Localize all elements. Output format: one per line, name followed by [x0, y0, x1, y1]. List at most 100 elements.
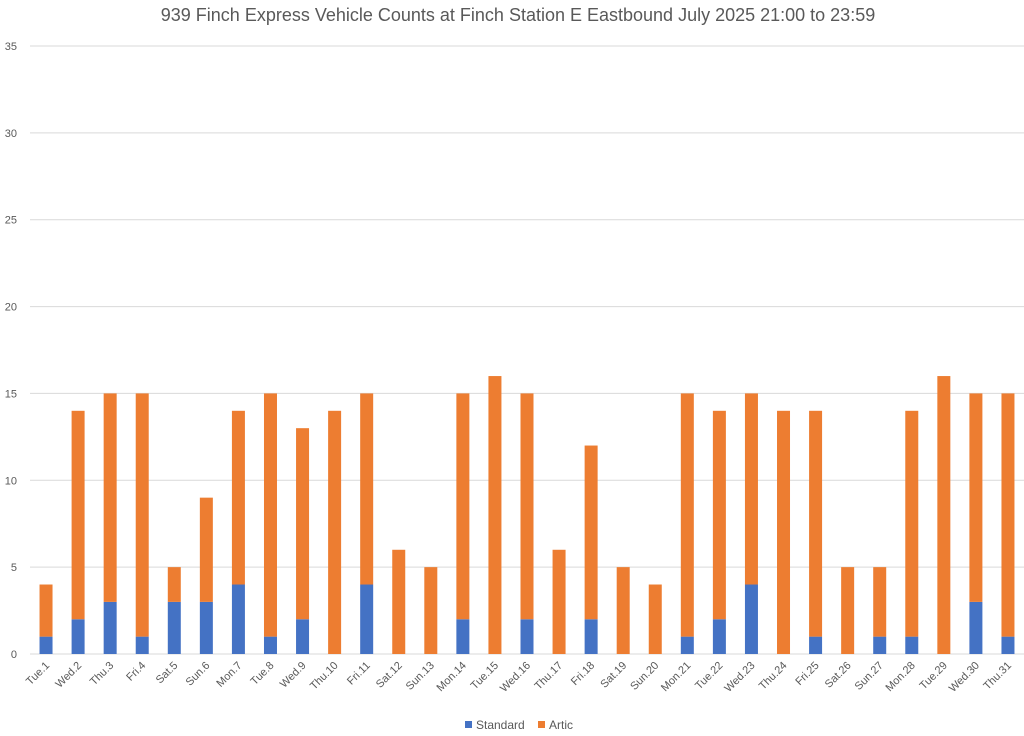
- bar-artic-mon-7: [231, 410, 245, 585]
- bar-standard-fri-4: [135, 636, 149, 654]
- x-tick-label: Sat.5: [154, 660, 181, 687]
- bar-artic-fri-4: [135, 393, 149, 637]
- bar-artic-tue-22: [712, 410, 726, 620]
- bar-artic-sun-13: [424, 567, 438, 654]
- bar-standard-tue-1: [39, 636, 53, 654]
- bar-standard-thu-3: [103, 601, 117, 654]
- bar-artic-wed-16: [520, 393, 534, 620]
- bar-artic-fri-18: [584, 445, 598, 620]
- x-tick-label: Mon.7: [214, 660, 244, 690]
- bar-standard-sat-5: [167, 601, 181, 654]
- x-tick-label: Sat.12: [374, 660, 405, 691]
- x-tick-label: Tue.8: [249, 660, 277, 688]
- x-tick-label: Wed.16: [498, 660, 533, 695]
- bar-standard-thu-31: [1001, 636, 1015, 654]
- bar-standard-fri-11: [360, 584, 374, 654]
- bar-artic-sun-27: [873, 567, 887, 637]
- x-tick-label: Sun.27: [853, 660, 886, 693]
- x-tick-label: Wed.2: [53, 660, 84, 691]
- bar-standard-tue-8: [263, 636, 277, 654]
- y-tick-label: 5: [11, 562, 17, 574]
- bar-artic-sat-26: [841, 567, 855, 654]
- bar-standard-sun-6: [199, 601, 213, 654]
- bar-artic-mon-28: [905, 410, 919, 637]
- bar-standard-fri-18: [584, 619, 598, 654]
- bar-artic-sat-12: [392, 549, 406, 654]
- x-tick-label: Mon.14: [435, 660, 469, 694]
- y-tick-label: 0: [11, 649, 17, 661]
- bar-artic-mon-14: [456, 393, 470, 620]
- bar-standard-tue-22: [712, 619, 726, 654]
- x-tick-label: Fri.11: [345, 660, 373, 688]
- x-tick-label: Thu.3: [88, 660, 116, 688]
- y-tick-label: 30: [5, 128, 17, 140]
- bar-standard-mon-21: [680, 636, 694, 654]
- bar-artic-tue-29: [937, 376, 951, 654]
- y-tick-label: 20: [5, 302, 17, 314]
- bar-artic-thu-17: [552, 549, 566, 654]
- bar-standard-sun-27: [873, 636, 887, 654]
- x-tick-label: Sat.19: [598, 660, 629, 691]
- x-tick-label: Fri.4: [124, 660, 148, 684]
- bar-standard-mon-14: [456, 619, 470, 654]
- x-tick-label: Thu.10: [308, 660, 341, 693]
- bars: [39, 376, 1015, 654]
- legend-swatch-standard: [465, 721, 472, 728]
- bar-artic-fri-25: [809, 410, 823, 637]
- bar-artic-mon-21: [680, 393, 694, 637]
- y-tick-label: 10: [5, 475, 17, 487]
- x-tick-label: Fri.25: [793, 660, 821, 688]
- bar-artic-wed-9: [296, 428, 310, 620]
- x-tick-label: Mon.28: [883, 660, 917, 694]
- bar-artic-tue-8: [263, 393, 277, 637]
- x-tick-label: Tue.29: [918, 660, 950, 692]
- bar-standard-wed-9: [296, 619, 310, 654]
- x-tick-label: Sun.13: [404, 660, 437, 693]
- legend-label-artic: Artic: [549, 718, 573, 732]
- bar-artic-thu-10: [328, 410, 342, 654]
- x-tick-label: Fri.18: [569, 660, 597, 688]
- x-tick-label: Tue.22: [693, 660, 725, 692]
- y-tick-label: 15: [5, 388, 17, 400]
- x-tick-label: Sat.26: [823, 660, 854, 691]
- bar-artic-sun-20: [648, 584, 662, 654]
- bar-artic-sat-19: [616, 567, 630, 654]
- x-tick-label: Sun.20: [628, 660, 661, 693]
- x-tick-label: Sun.6: [184, 660, 213, 689]
- bar-artic-thu-3: [103, 393, 117, 602]
- bar-standard-mon-7: [231, 584, 245, 654]
- legend-swatch-artic: [538, 721, 545, 728]
- bar-standard-mon-28: [905, 636, 919, 654]
- bar-standard-wed-23: [744, 584, 758, 654]
- bar-artic-sat-5: [167, 567, 181, 602]
- bar-standard-wed-2: [71, 619, 85, 654]
- x-tick-label: Wed.23: [722, 660, 757, 695]
- x-tick-label: Mon.21: [659, 660, 693, 694]
- bar-artic-fri-11: [360, 393, 374, 585]
- bar-artic-thu-24: [777, 410, 791, 654]
- x-tick-label: Tue.1: [24, 660, 52, 688]
- bar-artic-tue-15: [488, 376, 502, 654]
- x-tick-label: Tue.15: [469, 660, 501, 692]
- y-axis: 0 5 10 15 20 25 30 35: [5, 41, 17, 661]
- bar-standard-wed-16: [520, 619, 534, 654]
- bar-artic-tue-1: [39, 584, 53, 637]
- bar-artic-thu-31: [1001, 393, 1015, 637]
- x-tick-label: Thu.17: [532, 660, 565, 693]
- y-tick-label: 35: [5, 41, 17, 53]
- x-axis: Tue.1 Wed.2 Thu.3 Fri.4 Sat.5 Sun.6 Mon.7 Tue.8…: [24, 660, 1014, 695]
- chart-title: 939 Finch Express Vehicle Counts at Finc…: [161, 5, 875, 25]
- legend-label-standard: Standard: [476, 718, 525, 732]
- bar-artic-wed-23: [744, 393, 758, 585]
- x-tick-label: Wed.9: [278, 660, 309, 691]
- bar-standard-wed-30: [969, 601, 983, 654]
- legend: Standard Artic: [465, 718, 573, 732]
- bar-artic-wed-2: [71, 410, 85, 620]
- bar-artic-sun-6: [199, 497, 213, 602]
- x-tick-label: Thu.31: [981, 660, 1014, 693]
- bar-artic-wed-30: [969, 393, 983, 602]
- y-tick-label: 25: [5, 215, 17, 227]
- bar-standard-fri-25: [809, 636, 823, 654]
